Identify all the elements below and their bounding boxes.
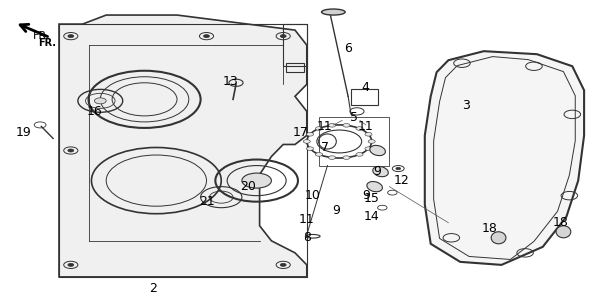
Circle shape <box>329 123 336 127</box>
Circle shape <box>204 35 209 38</box>
Circle shape <box>343 156 350 160</box>
Circle shape <box>343 123 350 127</box>
Ellipse shape <box>367 182 382 192</box>
Ellipse shape <box>373 166 388 177</box>
Text: 17: 17 <box>293 126 309 139</box>
Text: 5: 5 <box>350 111 358 124</box>
Circle shape <box>356 127 363 130</box>
Text: 9: 9 <box>373 165 382 178</box>
Text: 18: 18 <box>482 222 497 235</box>
Circle shape <box>280 263 286 266</box>
Circle shape <box>68 149 74 152</box>
Text: 11: 11 <box>317 120 332 133</box>
Text: 13: 13 <box>222 75 238 88</box>
Circle shape <box>316 153 323 156</box>
Circle shape <box>316 127 323 130</box>
Circle shape <box>306 147 313 150</box>
Circle shape <box>306 132 313 136</box>
Text: 16: 16 <box>87 105 102 118</box>
Text: 2: 2 <box>149 282 158 296</box>
Text: 21: 21 <box>199 195 214 208</box>
Ellipse shape <box>370 145 385 156</box>
Text: 11: 11 <box>358 120 373 133</box>
Text: 3: 3 <box>462 99 470 112</box>
Text: 12: 12 <box>394 174 409 187</box>
Text: 9: 9 <box>332 204 340 217</box>
Circle shape <box>365 132 372 136</box>
Text: FR.: FR. <box>32 31 50 41</box>
Circle shape <box>242 173 271 188</box>
Circle shape <box>368 140 375 143</box>
Ellipse shape <box>556 226 571 238</box>
Circle shape <box>94 98 106 104</box>
Text: 8: 8 <box>303 231 311 244</box>
Text: 14: 14 <box>364 210 379 223</box>
Circle shape <box>280 35 286 38</box>
Text: FR.: FR. <box>38 38 57 48</box>
Text: 10: 10 <box>305 189 320 202</box>
Circle shape <box>68 263 74 266</box>
Text: 20: 20 <box>240 180 255 193</box>
Text: 9: 9 <box>362 189 370 202</box>
Polygon shape <box>59 15 307 277</box>
Polygon shape <box>425 51 584 265</box>
Circle shape <box>68 35 74 38</box>
Circle shape <box>396 167 401 170</box>
Text: 18: 18 <box>553 216 568 229</box>
Text: 15: 15 <box>364 192 379 205</box>
Circle shape <box>329 156 336 160</box>
Circle shape <box>356 153 363 156</box>
Ellipse shape <box>322 9 345 15</box>
Circle shape <box>303 140 310 143</box>
Text: 4: 4 <box>362 81 370 94</box>
Ellipse shape <box>491 232 506 244</box>
Text: 19: 19 <box>16 126 31 139</box>
Text: 7: 7 <box>320 141 329 154</box>
Circle shape <box>365 147 372 150</box>
Text: 11: 11 <box>299 213 314 226</box>
Text: 6: 6 <box>344 42 352 55</box>
